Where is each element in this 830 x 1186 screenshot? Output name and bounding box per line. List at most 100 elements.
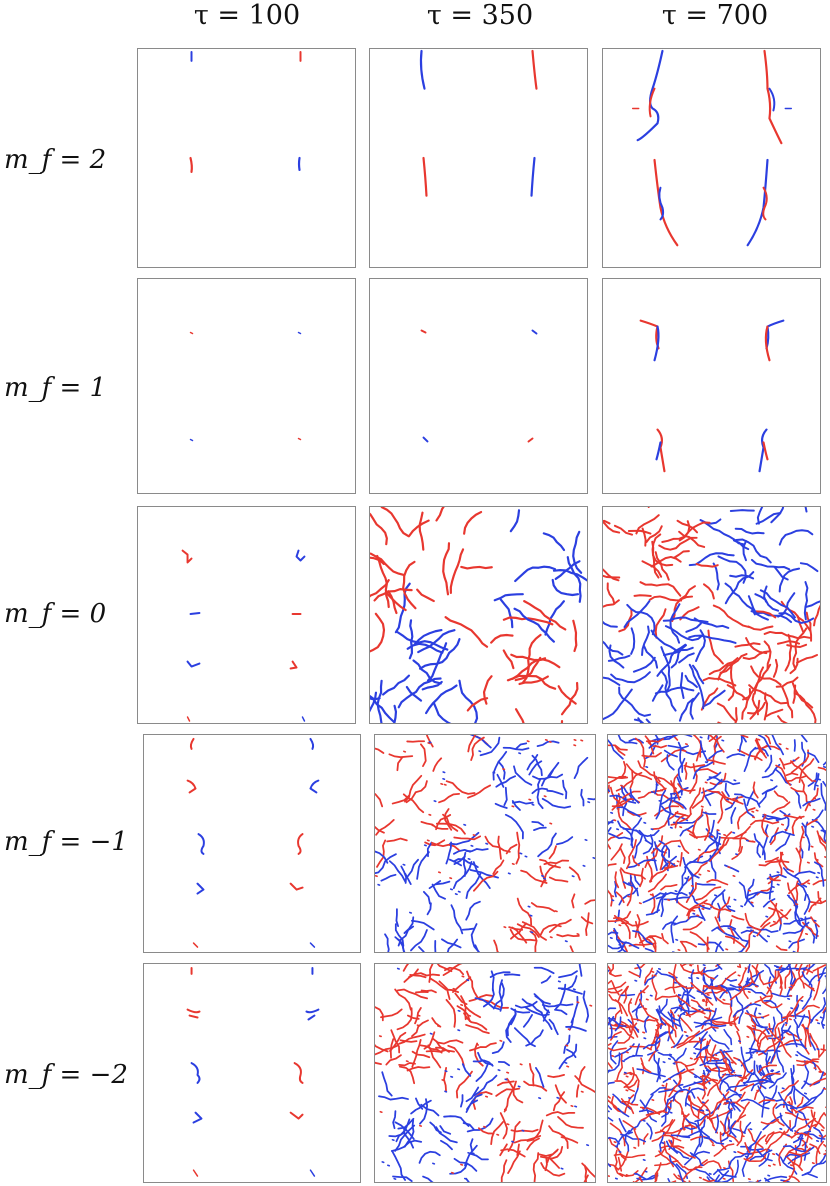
blue-vortex-line xyxy=(747,890,774,897)
red-vortex-line xyxy=(556,933,580,938)
red-vortex-line xyxy=(775,676,799,688)
blue-vortex-line xyxy=(534,995,551,1005)
blue-vortex-line xyxy=(482,988,495,1008)
blue-vortex-line xyxy=(608,1017,627,1028)
red-vortex-line xyxy=(510,922,528,940)
red-vortex-line xyxy=(584,899,595,905)
blue-vortex-line xyxy=(375,853,397,875)
blue-vortex-line xyxy=(703,689,726,708)
blue-vortex-line xyxy=(754,593,780,612)
red-vortex-line xyxy=(769,900,782,925)
red-vortex-line xyxy=(621,1100,639,1106)
blue-vortex-line xyxy=(753,747,769,757)
red-vortex-line xyxy=(783,1030,800,1039)
red-vortex-line xyxy=(375,825,385,834)
red-vortex-line xyxy=(670,780,681,801)
red-vortex-line xyxy=(706,1098,730,1119)
blue-vortex-line xyxy=(822,761,826,766)
red-vortex-line xyxy=(618,1170,639,1177)
red-vortex-line xyxy=(726,684,748,701)
red-vortex-line xyxy=(631,1018,656,1023)
blue-vortex-line xyxy=(445,841,453,865)
blue-vortex-line xyxy=(662,1068,686,1083)
blue-vortex-line xyxy=(746,974,758,988)
red-vortex-line xyxy=(616,1053,623,1081)
blue-vortex-line xyxy=(627,859,657,869)
red-vortex-line xyxy=(625,839,637,870)
red-vortex-line xyxy=(617,1156,623,1172)
red-vortex-line xyxy=(530,902,556,913)
blue-vortex-line xyxy=(617,1107,630,1118)
blue-vortex-line xyxy=(698,907,706,922)
blue-vortex-line xyxy=(745,981,759,987)
vortex-curve xyxy=(768,87,776,112)
blue-vortex-line xyxy=(636,964,642,979)
blue-vortex-line xyxy=(461,1063,472,1077)
red-vortex-line xyxy=(503,1080,517,1113)
red-vortex-line xyxy=(759,996,783,1009)
red-vortex-line xyxy=(614,999,623,1015)
red-vortex-line xyxy=(370,612,386,653)
blue-vortex-line xyxy=(536,778,544,810)
red-vortex-line xyxy=(661,933,669,945)
blue-vortex-line xyxy=(421,680,443,691)
red-vortex-line xyxy=(507,1120,521,1152)
column-header-2: τ = 350 xyxy=(426,0,534,31)
blue-vortex-line xyxy=(797,882,808,902)
red-vortex-line xyxy=(756,921,771,937)
red-vortex-line xyxy=(638,1176,644,1182)
red-vortex-line xyxy=(737,1148,767,1155)
red-vortex-line xyxy=(713,1143,735,1157)
blue-vortex-line xyxy=(759,589,796,619)
blue-vortex-line xyxy=(666,754,675,771)
red-vortex-line xyxy=(375,747,385,754)
blue-vortex-line xyxy=(608,931,619,936)
red-vortex-line xyxy=(532,1152,540,1182)
red-vortex-line xyxy=(717,795,724,824)
red-vortex-line xyxy=(680,964,694,967)
red-vortex-line xyxy=(455,1070,473,1099)
red-vortex-line xyxy=(792,627,808,670)
blue-vortex-line xyxy=(694,1103,722,1123)
red-vortex-line xyxy=(729,798,744,805)
blue-vortex-line xyxy=(513,607,555,643)
blue-vortex-line xyxy=(703,1055,712,1073)
blue-vortex-line xyxy=(558,970,578,979)
panel-row2-col1 xyxy=(137,278,356,494)
red-vortex-line xyxy=(495,1087,520,1097)
red-vortex-line xyxy=(661,520,691,543)
red-vortex-line xyxy=(707,759,726,765)
red-vortex-line xyxy=(651,1134,682,1142)
red-vortex-line xyxy=(739,1083,755,1092)
blue-vortex-line xyxy=(782,1145,815,1153)
vortex-field-plot xyxy=(639,319,785,473)
blue-vortex-line xyxy=(672,799,687,810)
blue-vortex-line xyxy=(679,824,694,837)
red-vortex-line xyxy=(696,964,703,976)
red-vortex-line xyxy=(672,1095,683,1115)
blue-vortex-line xyxy=(397,938,406,952)
vortex-curve xyxy=(765,319,785,350)
red-vortex-line xyxy=(634,964,646,970)
panel-row5-col2 xyxy=(374,963,596,1183)
blue-vortex-line xyxy=(623,600,651,629)
blue-vortex-line xyxy=(452,848,472,855)
red-vortex-line xyxy=(813,604,820,627)
red-vortex-line xyxy=(817,891,823,904)
blue-vortex-line xyxy=(660,646,671,692)
blue-vortex-line xyxy=(613,880,617,898)
red-vortex-line xyxy=(761,815,769,838)
red-vortex-line xyxy=(635,514,660,535)
blue-vortex-line xyxy=(375,850,389,864)
panel-row5-col1 xyxy=(143,963,361,1183)
red-vortex-line xyxy=(544,1157,548,1172)
red-vortex-line xyxy=(637,760,661,783)
blue-vortex-line xyxy=(804,1159,826,1175)
red-vortex-line xyxy=(376,839,387,868)
red-vortex-line xyxy=(608,1138,627,1161)
vortex-curve xyxy=(764,325,771,362)
blue-vortex-line xyxy=(724,977,738,982)
red-vortex-line xyxy=(818,1044,825,1058)
blue-vortex-line xyxy=(786,978,796,996)
red-vortex-line xyxy=(647,873,668,893)
